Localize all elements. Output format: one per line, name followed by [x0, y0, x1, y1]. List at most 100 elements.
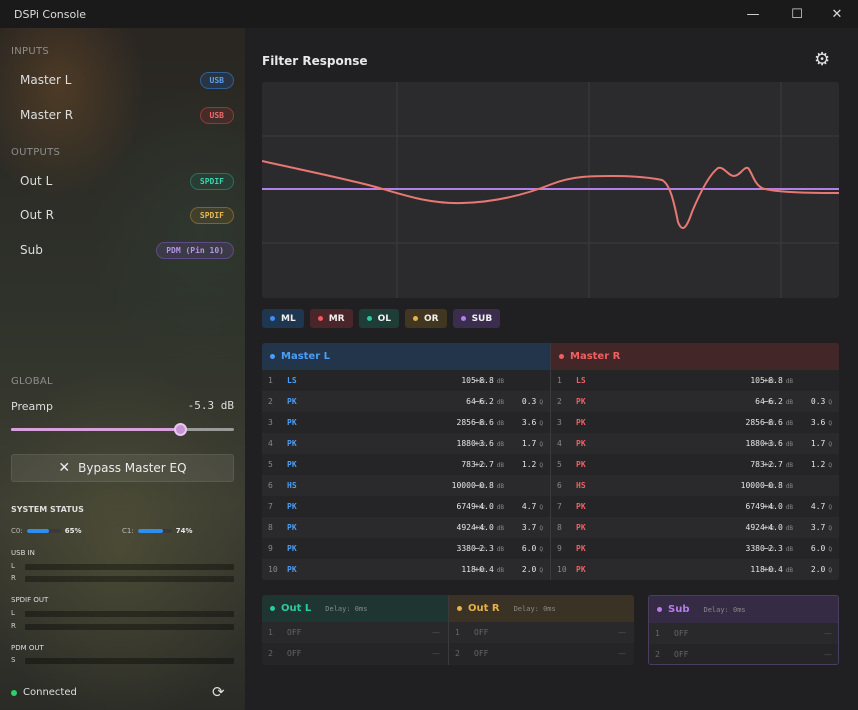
band-type[interactable]: HS — [576, 481, 586, 490]
band-frequency[interactable]: 10000 Hz — [741, 481, 775, 490]
band-q[interactable]: 1.2 Q — [811, 460, 832, 469]
band-frequency[interactable]: 64 Hz — [755, 397, 775, 406]
sidebar-item-master-r[interactable]: Master R USB — [0, 101, 245, 131]
eq-band-row[interactable]: 1 LS 105 Hz +8.8 dB — [262, 370, 550, 391]
band-q[interactable]: 4.7 Q — [522, 502, 543, 511]
band-frequency[interactable]: 4924 Hz — [746, 523, 776, 532]
band-type[interactable]: LS — [287, 376, 297, 385]
out-band-row[interactable]: 1 OFF — — [262, 622, 448, 643]
eq-band-row[interactable]: 5 PK 783 Hz +2.7 dB 1.2 Q — [262, 454, 550, 475]
chip-mr[interactable]: MR — [309, 309, 353, 328]
band-type[interactable]: LS — [576, 376, 586, 385]
out-band-row[interactable]: 2 OFF — — [449, 643, 634, 664]
band-gain[interactable]: +8.8 dB — [753, 376, 794, 385]
eq-band-row[interactable]: 8 PK 4924 Hz +4.0 dB 3.7 Q — [262, 517, 550, 538]
preamp-slider[interactable] — [11, 423, 234, 436]
band-frequency[interactable]: 4924 Hz — [457, 523, 487, 532]
sidebar-item-master-l[interactable]: Master L USB — [0, 66, 245, 96]
eq-band-row[interactable]: 5 PK 783 Hz +2.7 dB 1.2 Q — [551, 454, 839, 475]
band-gain[interactable]: −0.8 dB — [753, 481, 794, 490]
eq-band-row[interactable]: 8 PK 4924 Hz +4.0 dB 3.7 Q — [551, 517, 839, 538]
out-band-row[interactable]: 2 OFF — — [262, 643, 448, 664]
out-band-row[interactable]: 1 OFF — — [649, 623, 838, 644]
band-type[interactable]: PK — [287, 502, 297, 511]
band-gain[interactable]: +4.0 dB — [753, 502, 794, 511]
bypass-master-eq-button[interactable]: ✕ Bypass Master EQ — [11, 454, 234, 482]
band-type[interactable]: PK — [576, 565, 586, 574]
eq-band-row[interactable]: 1 LS 105 Hz +8.8 dB — [551, 370, 839, 391]
band-q[interactable]: 4.7 Q — [811, 502, 832, 511]
band-type[interactable]: PK — [576, 544, 586, 553]
chip-sub[interactable]: SUB — [452, 309, 501, 328]
band-gain[interactable]: +2.7 dB — [753, 460, 794, 469]
sub-header[interactable]: Sub Delay: 0ms — [649, 596, 838, 623]
band-gain[interactable]: −6.2 dB — [464, 397, 505, 406]
band-frequency[interactable]: 10000 Hz — [452, 481, 486, 490]
band-frequency[interactable]: 2856 Hz — [457, 418, 487, 427]
band-type[interactable]: HS — [287, 481, 297, 490]
band-type[interactable]: PK — [287, 397, 297, 406]
chip-ol[interactable]: OL — [358, 309, 399, 328]
gear-icon[interactable]: ⚙ — [814, 49, 831, 70]
band-gain[interactable]: +4.0 dB — [464, 502, 505, 511]
eq-band-row[interactable]: 4 PK 1880 Hz +3.6 dB 1.7 Q — [551, 433, 839, 454]
band-q[interactable]: 1.2 Q — [522, 460, 543, 469]
band-q[interactable]: 2.0 Q — [522, 565, 543, 574]
band-gain[interactable]: +4.0 dB — [753, 523, 794, 532]
band-type[interactable]: PK — [576, 523, 586, 532]
band-frequency[interactable]: 783 Hz — [461, 460, 486, 469]
band-frequency[interactable]: 3380 Hz — [746, 544, 776, 553]
out-l-header[interactable]: Out L Delay: 0ms — [262, 595, 448, 622]
band-gain[interactable]: +4.0 dB — [464, 523, 505, 532]
eq-band-row[interactable]: 6 HS 10000 Hz −0.8 dB — [262, 475, 550, 496]
eq-band-row[interactable]: 7 PK 6749 Hz +4.0 dB 4.7 Q — [551, 496, 839, 517]
out-r-header[interactable]: Out R Delay: 0ms — [449, 595, 634, 622]
band-frequency[interactable]: 118 Hz — [750, 565, 775, 574]
band-gain[interactable]: +0.4 dB — [753, 565, 794, 574]
band-type[interactable]: PK — [287, 565, 297, 574]
band-q[interactable]: 0.3 Q — [522, 397, 543, 406]
eq-band-row[interactable]: 10 PK 118 Hz +0.4 dB 2.0 Q — [262, 559, 550, 580]
band-type[interactable]: PK — [287, 544, 297, 553]
eq-band-row[interactable]: 9 PK 3380 Hz −2.3 dB 6.0 Q — [551, 538, 839, 559]
eq-band-row[interactable]: 10 PK 118 Hz +0.4 dB 2.0 Q — [551, 559, 839, 580]
band-type[interactable]: PK — [287, 418, 297, 427]
band-type[interactable]: PK — [287, 460, 297, 469]
band-q[interactable]: 3.6 Q — [522, 418, 543, 427]
band-gain[interactable]: −2.3 dB — [464, 544, 505, 553]
refresh-icon[interactable]: ⟳ — [212, 683, 225, 701]
band-type[interactable]: PK — [287, 439, 297, 448]
band-gain[interactable]: −0.8 dB — [464, 481, 505, 490]
band-type[interactable]: PK — [576, 502, 586, 511]
band-gain[interactable]: −8.6 dB — [464, 418, 505, 427]
band-type[interactable]: PK — [576, 397, 586, 406]
sidebar-item-out-l[interactable]: Out L SPDIF — [0, 167, 245, 197]
eq-band-row[interactable]: 2 PK 64 Hz −6.2 dB 0.3 Q — [262, 391, 550, 412]
preamp-slider-thumb[interactable] — [174, 423, 188, 436]
band-frequency[interactable]: 6749 Hz — [746, 502, 776, 511]
band-gain[interactable]: −8.6 dB — [753, 418, 794, 427]
band-frequency[interactable]: 6749 Hz — [457, 502, 487, 511]
eq-band-row[interactable]: 3 PK 2856 Hz −8.6 dB 3.6 Q — [262, 412, 550, 433]
band-q[interactable]: 2.0 Q — [811, 565, 832, 574]
band-gain[interactable]: −2.3 dB — [753, 544, 794, 553]
eq-band-row[interactable]: 7 PK 6749 Hz +4.0 dB 4.7 Q — [262, 496, 550, 517]
band-frequency[interactable]: 2856 Hz — [746, 418, 776, 427]
band-gain[interactable]: −6.2 dB — [753, 397, 794, 406]
band-frequency[interactable]: 105 Hz — [461, 376, 486, 385]
band-q[interactable]: 6.0 Q — [522, 544, 543, 553]
band-type[interactable]: PK — [576, 460, 586, 469]
eq-band-row[interactable]: 9 PK 3380 Hz −2.3 dB 6.0 Q — [262, 538, 550, 559]
eq-band-row[interactable]: 3 PK 2856 Hz −8.6 dB 3.6 Q — [551, 412, 839, 433]
band-q[interactable]: 0.3 Q — [811, 397, 832, 406]
band-q[interactable]: 6.0 Q — [811, 544, 832, 553]
band-q[interactable]: 3.7 Q — [522, 523, 543, 532]
sidebar-item-out-r[interactable]: Out R SPDIF — [0, 201, 245, 231]
out-band-row[interactable]: 1 OFF — — [449, 622, 634, 643]
band-frequency[interactable]: 105 Hz — [750, 376, 775, 385]
band-q[interactable]: 1.7 Q — [522, 439, 543, 448]
band-frequency[interactable]: 783 Hz — [750, 460, 775, 469]
band-frequency[interactable]: 3380 Hz — [457, 544, 487, 553]
band-gain[interactable]: +0.4 dB — [464, 565, 505, 574]
band-q[interactable]: 3.6 Q — [811, 418, 832, 427]
